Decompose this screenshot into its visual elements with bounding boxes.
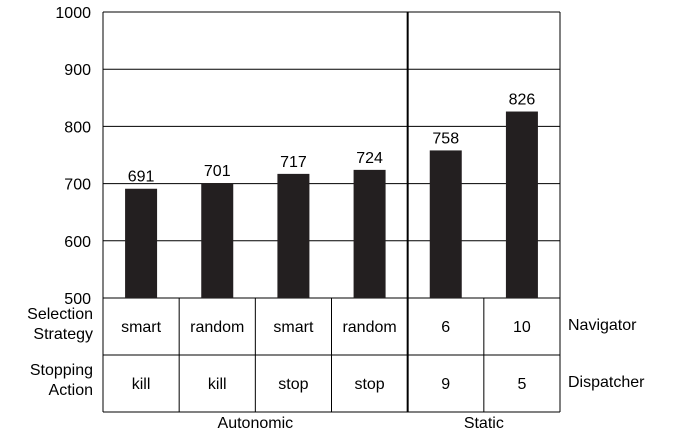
y-tick-label: 500	[64, 291, 91, 308]
bar	[277, 173, 310, 298]
bar-value-label: 724	[356, 150, 383, 167]
value-labels: 691 701 717 724 758 826	[128, 92, 536, 186]
bar	[353, 169, 386, 298]
bar	[505, 111, 538, 298]
row-right-label-navigator: Navigator	[568, 317, 637, 334]
stopping-action-cell: stop	[354, 376, 384, 393]
category-table: smart random smart random 6 10 kill kill stop sto…	[27, 12, 645, 413]
bar	[125, 188, 158, 298]
y-tick-labels: 500 600 700 800 900 1000	[55, 5, 91, 308]
row-label-selection: Selection	[27, 306, 93, 323]
bar	[429, 150, 462, 298]
bar-value-label: 717	[280, 154, 307, 171]
bar-value-label: 758	[432, 130, 459, 147]
y-tick-label: 800	[64, 119, 91, 136]
selection-strategy-cell: 10	[513, 319, 531, 336]
y-tick-label: 900	[64, 62, 91, 79]
selection-strategy-cell: random	[190, 319, 244, 336]
y-tick-label: 600	[64, 234, 91, 251]
group-label: Autonomic	[218, 415, 294, 432]
stopping-action-cell: 9	[441, 376, 450, 393]
stopping-action-cell: kill	[208, 376, 227, 393]
bar-value-label: 701	[204, 163, 231, 180]
selection-strategy-cell: smart	[273, 319, 314, 336]
row-label-action: Action	[49, 382, 93, 399]
row-right-label-dispatcher: Dispatcher	[568, 374, 645, 391]
gridlines	[102, 11, 561, 412]
group-labels: Autonomic Static	[218, 415, 504, 432]
stopping-action-cell: 5	[517, 376, 526, 393]
y-tick-label: 700	[64, 177, 91, 194]
bar-value-label: 826	[509, 92, 536, 109]
bar	[201, 183, 234, 298]
stopping-action-cell: stop	[278, 376, 308, 393]
row-label-strategy: Strategy	[33, 326, 93, 343]
stopping-action-cell: kill	[132, 376, 151, 393]
bar-value-label: 691	[128, 169, 155, 186]
selection-strategy-cell: 6	[441, 319, 450, 336]
bars	[125, 111, 538, 298]
selection-strategy-cell: smart	[121, 319, 162, 336]
y-tick-label: 1000	[55, 5, 91, 22]
selection-strategy-cell: random	[342, 319, 396, 336]
row-label-stopping: Stopping	[30, 362, 93, 379]
group-label: Static	[464, 415, 504, 432]
